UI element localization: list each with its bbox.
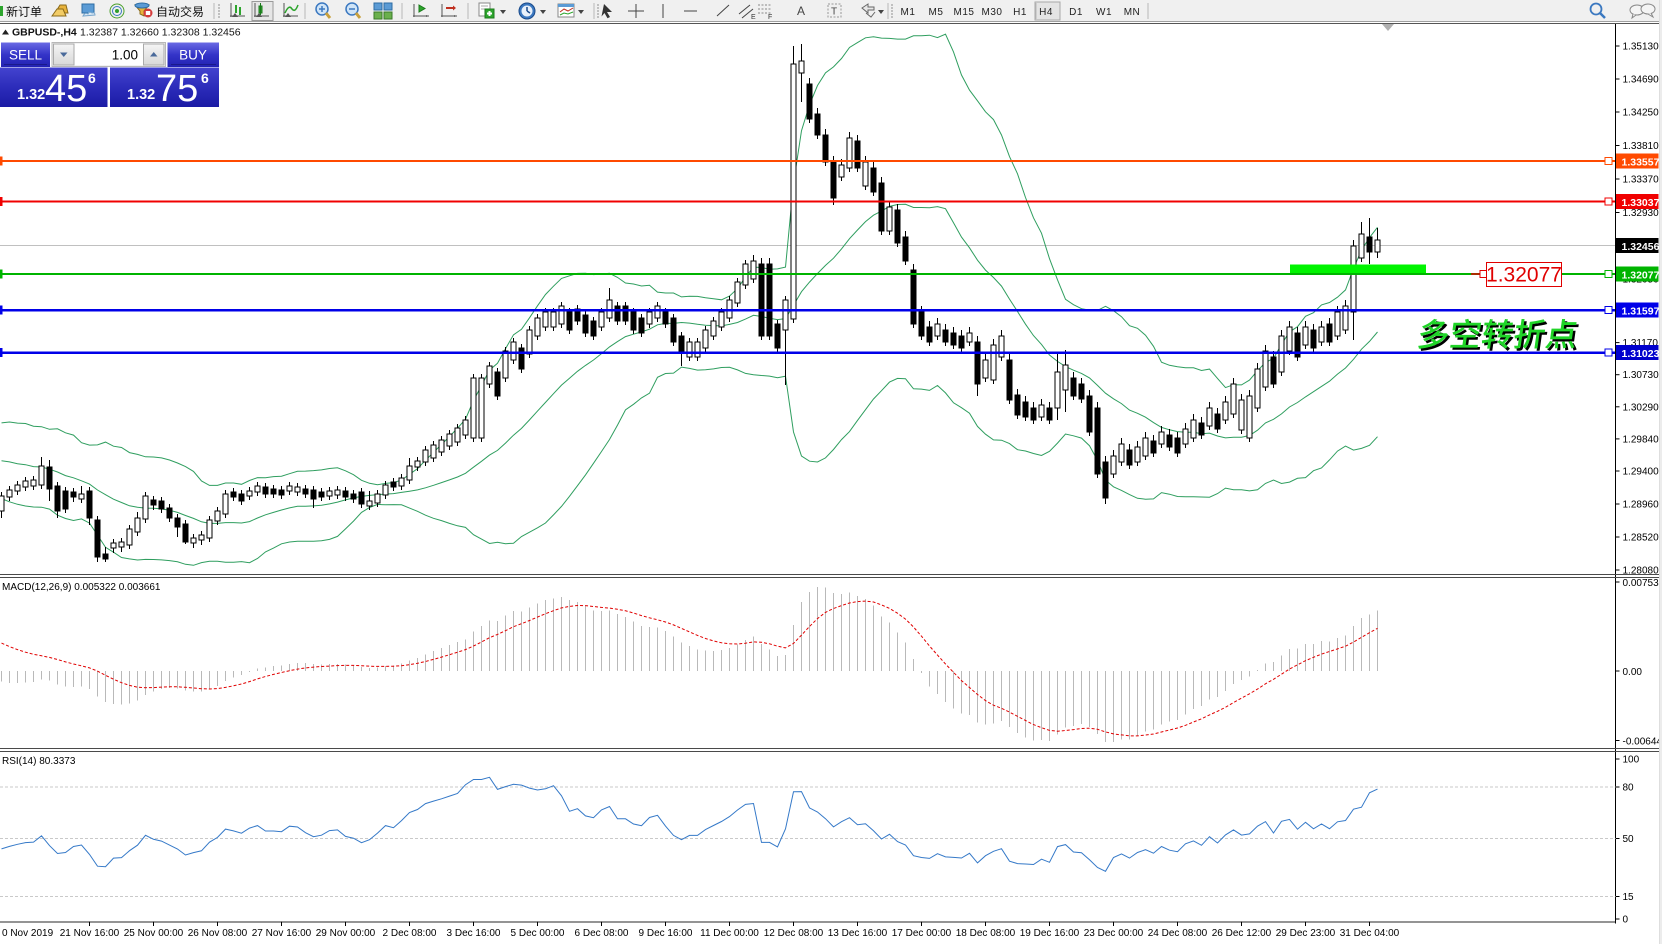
svg-text:MACD(12,26,9) 0.005322 0.00366: MACD(12,26,9) 0.005322 0.003661 xyxy=(2,582,161,593)
svg-text:1.28960: 1.28960 xyxy=(1623,500,1660,511)
svg-text:1.32387 1.32660 1.32308 1.3245: 1.32387 1.32660 1.32308 1.32456 xyxy=(80,27,241,39)
svg-text:1.33370: 1.33370 xyxy=(1623,175,1660,186)
svg-text:E: E xyxy=(751,14,756,21)
svg-text:M5: M5 xyxy=(929,7,944,18)
svg-text:T: T xyxy=(831,7,837,18)
svg-text:F: F xyxy=(768,14,772,21)
svg-text:1.35130: 1.35130 xyxy=(1623,42,1660,53)
svg-text:29 Dec 23:00: 29 Dec 23:00 xyxy=(1276,928,1336,939)
svg-text:BUY: BUY xyxy=(179,48,207,63)
svg-text:75: 75 xyxy=(156,68,198,110)
svg-text:21 Nov 16:00: 21 Nov 16:00 xyxy=(60,928,120,939)
svg-text:MN: MN xyxy=(1124,7,1141,18)
svg-text:1.00: 1.00 xyxy=(112,48,138,63)
svg-text:0.00: 0.00 xyxy=(1623,667,1643,678)
svg-text:M1: M1 xyxy=(901,7,916,18)
svg-text:1.30290: 1.30290 xyxy=(1623,402,1660,413)
svg-text:1.29400: 1.29400 xyxy=(1623,467,1660,478)
svg-text:M15: M15 xyxy=(954,7,975,18)
svg-text:1.34250: 1.34250 xyxy=(1623,108,1660,119)
svg-text:2 Dec 08:00: 2 Dec 08:00 xyxy=(383,928,437,939)
svg-text:45: 45 xyxy=(45,68,87,110)
svg-text:0 Nov 2019: 0 Nov 2019 xyxy=(2,928,54,939)
svg-text:1.33810: 1.33810 xyxy=(1623,141,1660,152)
svg-text:RSI(14) 80.3373: RSI(14) 80.3373 xyxy=(2,756,76,767)
svg-text:15: 15 xyxy=(1623,892,1635,903)
svg-text:23 Dec 00:00: 23 Dec 00:00 xyxy=(1084,928,1144,939)
svg-text:11 Dec 00:00: 11 Dec 00:00 xyxy=(700,928,759,939)
svg-text:1.28520: 1.28520 xyxy=(1623,533,1660,544)
svg-text:9 Dec 16:00: 9 Dec 16:00 xyxy=(639,928,693,939)
svg-text:25 Nov 00:00: 25 Nov 00:00 xyxy=(124,928,184,939)
svg-text:H1: H1 xyxy=(1013,7,1027,18)
svg-text:1.32077: 1.32077 xyxy=(1486,264,1562,287)
svg-text:1.32: 1.32 xyxy=(17,87,45,103)
svg-text:1.32: 1.32 xyxy=(127,87,155,103)
svg-text:6: 6 xyxy=(88,70,96,86)
svg-text:1.32456: 1.32456 xyxy=(1622,241,1660,253)
svg-text:D1: D1 xyxy=(1069,7,1083,18)
svg-text:W1: W1 xyxy=(1096,7,1112,18)
svg-text:17 Dec 00:00: 17 Dec 00:00 xyxy=(892,928,952,939)
svg-text:26 Nov 08:00: 26 Nov 08:00 xyxy=(188,928,248,939)
svg-text:12 Dec 08:00: 12 Dec 08:00 xyxy=(764,928,824,939)
svg-text:1.28080: 1.28080 xyxy=(1623,566,1660,577)
svg-text:0.007538: 0.007538 xyxy=(1623,578,1662,589)
svg-text:1.31170: 1.31170 xyxy=(1623,338,1659,349)
svg-text:0: 0 xyxy=(1623,915,1629,926)
svg-text:-0.006446: -0.006446 xyxy=(1623,737,1662,748)
svg-text:1.32930: 1.32930 xyxy=(1623,208,1660,219)
svg-text:50: 50 xyxy=(1623,834,1635,845)
svg-text:1.33557: 1.33557 xyxy=(1622,157,1660,169)
svg-text:5 Dec 00:00: 5 Dec 00:00 xyxy=(511,928,565,939)
svg-text:26 Dec 12:00: 26 Dec 12:00 xyxy=(1212,928,1272,939)
svg-text:3 Dec 16:00: 3 Dec 16:00 xyxy=(447,928,501,939)
svg-text:A: A xyxy=(797,4,805,18)
svg-text:H4: H4 xyxy=(1039,7,1053,18)
svg-text:13 Dec 16:00: 13 Dec 16:00 xyxy=(828,928,888,939)
svg-text:19 Dec 16:00: 19 Dec 16:00 xyxy=(1020,928,1080,939)
svg-text:1.31023: 1.31023 xyxy=(1622,348,1660,360)
svg-text:6 Dec 08:00: 6 Dec 08:00 xyxy=(575,928,629,939)
svg-text:1.31597: 1.31597 xyxy=(1622,306,1660,318)
svg-text:GBPUSD-,H4: GBPUSD-,H4 xyxy=(12,27,77,39)
svg-text:6: 6 xyxy=(201,70,209,86)
svg-text:27 Nov 16:00: 27 Nov 16:00 xyxy=(252,928,312,939)
svg-text:1.33037: 1.33037 xyxy=(1622,197,1660,209)
svg-text:18 Dec 08:00: 18 Dec 08:00 xyxy=(956,928,1016,939)
svg-text:100: 100 xyxy=(1623,755,1640,766)
svg-text:31 Dec 04:00: 31 Dec 04:00 xyxy=(1340,928,1400,939)
svg-text:24 Dec 08:00: 24 Dec 08:00 xyxy=(1148,928,1208,939)
svg-text:1.29840: 1.29840 xyxy=(1623,434,1660,445)
svg-text:1.32077: 1.32077 xyxy=(1622,270,1660,282)
svg-text:M30: M30 xyxy=(982,7,1003,18)
svg-text:SELL: SELL xyxy=(9,48,43,63)
svg-text:80: 80 xyxy=(1623,783,1635,794)
svg-text:29 Nov 00:00: 29 Nov 00:00 xyxy=(316,928,376,939)
svg-text:1.30730: 1.30730 xyxy=(1623,370,1660,381)
svg-text:1.34690: 1.34690 xyxy=(1623,75,1660,86)
